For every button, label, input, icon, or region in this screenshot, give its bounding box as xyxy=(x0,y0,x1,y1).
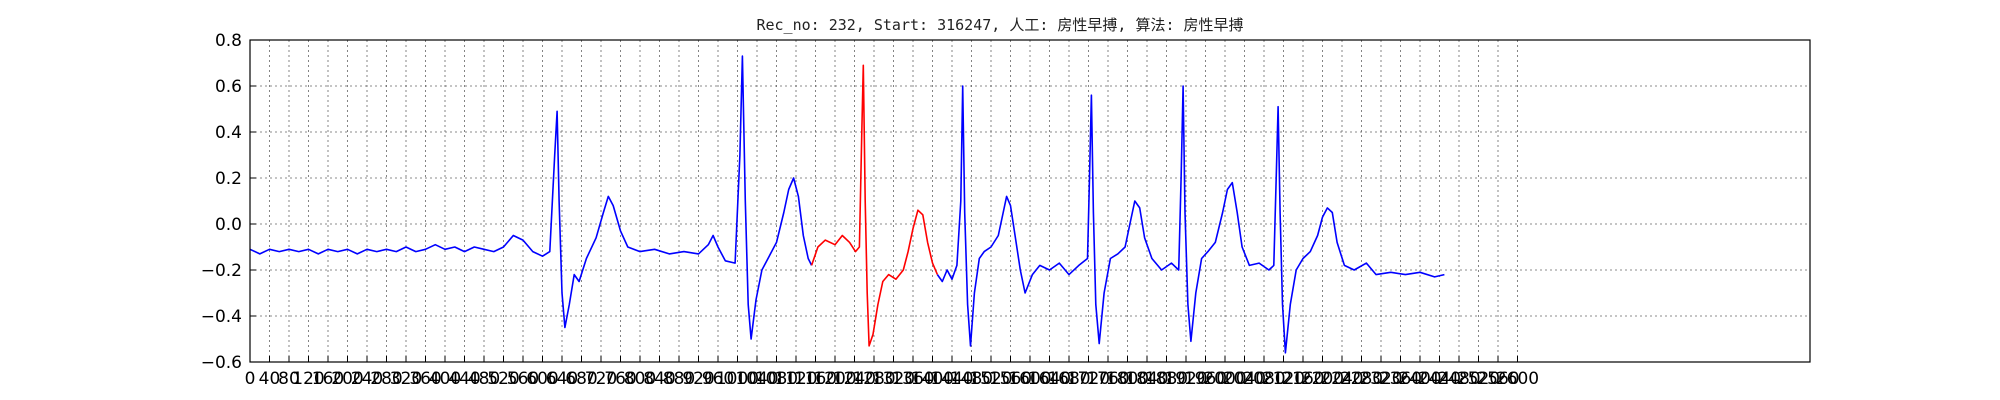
y-tick-label: 0.0 xyxy=(215,215,242,235)
y-axis: −0.6 −0.4 −0.2 0.0 0.2 0.4 0.6 0.8 xyxy=(201,31,256,373)
x-tick-label: 1360 xyxy=(891,369,934,389)
x-tick-label: 960 xyxy=(702,369,734,389)
x-tick-label: 1000 xyxy=(716,369,759,389)
x-tick-label: 1520 xyxy=(969,369,1012,389)
x-tick-label: 1480 xyxy=(950,369,993,389)
x-tick-label: 520 xyxy=(487,369,519,389)
x-tick-label: 680 xyxy=(565,369,597,389)
x-tick-label: 440 xyxy=(448,369,480,389)
x-tick-label: 1080 xyxy=(755,369,798,389)
x-tick-label: 2320 xyxy=(1359,369,1402,389)
x-tick-label: 1200 xyxy=(813,369,856,389)
y-tick-label: 0.8 xyxy=(215,31,242,51)
x-tick-label: 640 xyxy=(546,369,578,389)
x-tick-label: 0 xyxy=(245,369,256,389)
x-tick-label: 400 xyxy=(429,369,461,389)
x-tick-label: 2040 xyxy=(1223,369,1266,389)
x-tick-label: 2160 xyxy=(1281,369,1324,389)
x-tick-label: 1800 xyxy=(1106,369,1149,389)
x-tick-label: 1440 xyxy=(930,369,973,389)
x-tick-label: 2000 xyxy=(1203,369,1246,389)
x-tick-label: 1960 xyxy=(1184,369,1227,389)
x-tick-label: 800 xyxy=(624,369,656,389)
x-tick-label: 1600 xyxy=(1008,369,1051,389)
x-tick-label: 1560 xyxy=(989,369,1032,389)
x-tick-label: 880 xyxy=(663,369,695,389)
x-tick-label: 2600 xyxy=(1496,369,1539,389)
x-tick-label: 2480 xyxy=(1437,369,1480,389)
x-tick-label: 1400 xyxy=(911,369,954,389)
x-tick-label: 1840 xyxy=(1125,369,1168,389)
x-tick-label: 1240 xyxy=(833,369,876,389)
x-tick-label: 320 xyxy=(390,369,422,389)
y-tick-label: −0.4 xyxy=(201,307,242,327)
y-tick-label: −0.6 xyxy=(201,353,242,373)
series-layer xyxy=(249,55,1445,354)
x-tick-label: 80 xyxy=(278,369,300,389)
x-tick-label: 1760 xyxy=(1086,369,1129,389)
x-tick-label: 160 xyxy=(312,369,344,389)
x-tick-label: 1720 xyxy=(1067,369,1110,389)
ecg-trace-segment-1 xyxy=(249,55,813,340)
x-tick-label: 2080 xyxy=(1242,369,1285,389)
x-tick-label: 1160 xyxy=(794,369,837,389)
x-tick-label: 40 xyxy=(259,369,281,389)
x-tick-label: 2120 xyxy=(1262,369,1305,389)
ecg-trace-segment-2 xyxy=(810,64,939,347)
x-tick-label: 200 xyxy=(331,369,363,389)
x-tick-label: 840 xyxy=(643,369,675,389)
y-tick-label: 0.4 xyxy=(215,123,242,143)
x-tick-label: 1320 xyxy=(872,369,915,389)
y-tick-label: 0.2 xyxy=(215,169,242,189)
x-tick-label: 1120 xyxy=(774,369,817,389)
ecg-trace-segment-3 xyxy=(936,85,1445,354)
x-tick-label: 240 xyxy=(351,369,383,389)
x-tick-label: 2360 xyxy=(1379,369,1422,389)
x-tick-label: 2280 xyxy=(1340,369,1383,389)
x-tick-label: 2440 xyxy=(1418,369,1461,389)
x-axis: 0 408012016020024028032036040044048052056… xyxy=(245,356,1539,389)
x-tick-label: 560 xyxy=(507,369,539,389)
x-tick-label: 600 xyxy=(526,369,558,389)
x-tick-label: 280 xyxy=(370,369,402,389)
chart-title: Rec_no: 232, Start: 316247, 人工: 房性早搏, 算法… xyxy=(756,16,1243,34)
y-tick-label: 0.6 xyxy=(215,77,242,97)
x-tick-label: 1680 xyxy=(1047,369,1090,389)
x-tick-label: 1640 xyxy=(1028,369,1071,389)
x-tick-label: 920 xyxy=(682,369,714,389)
y-tick-label: −0.2 xyxy=(201,261,242,281)
x-tick-label: 760 xyxy=(604,369,636,389)
x-tick-label: 1920 xyxy=(1164,369,1207,389)
x-tick-label: 720 xyxy=(585,369,617,389)
x-tick-label: 2400 xyxy=(1398,369,1441,389)
x-tick-label: 2200 xyxy=(1301,369,1344,389)
x-tick-label: 2240 xyxy=(1320,369,1363,389)
grid xyxy=(250,40,1810,362)
x-tick-label: 1880 xyxy=(1145,369,1188,389)
x-tick-label: 2520 xyxy=(1457,369,1500,389)
x-tick-label: 480 xyxy=(468,369,500,389)
x-tick-label: 360 xyxy=(409,369,441,389)
x-tick-label: 120 xyxy=(292,369,324,389)
x-tick-label: 2560 xyxy=(1476,369,1519,389)
x-tick-label: 1040 xyxy=(735,369,778,389)
x-tick-label: 1280 xyxy=(852,369,895,389)
